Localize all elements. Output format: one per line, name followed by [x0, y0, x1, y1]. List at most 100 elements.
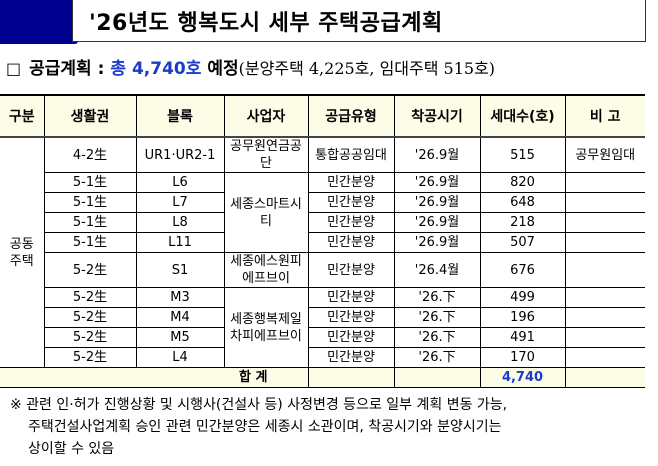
operator-cell: 세종스마트시티 [223, 172, 309, 253]
footnote: ※ 관련 인·허가 진행상황 및 시행사(건설사 등) 사정변경 등으로 일부 … [10, 394, 655, 460]
category-cell: 공동주택 [0, 136, 45, 368]
units-cell: 170 [479, 347, 566, 368]
footnote-line: 상이할 수 있음 [28, 441, 115, 457]
start-cell: '26.9월 [393, 172, 481, 193]
type-cell: 민간분양 [307, 172, 395, 193]
note-cell [564, 307, 645, 328]
block-cell: M5 [135, 327, 225, 348]
title-box: '26년도 행복도시 세부 주택공급계획 [72, 0, 646, 42]
note-cell: 공무원임대 [564, 136, 645, 173]
note-cell [564, 192, 645, 213]
note-cell [564, 232, 645, 253]
total-label: 합 계 [0, 367, 309, 388]
type-cell: 민간분양 [307, 192, 395, 213]
header-operator: 사업자 [223, 94, 308, 138]
block-cell: M4 [135, 307, 225, 328]
start-cell: '26.下 [393, 287, 481, 308]
supply-summary: □ 공급계획 : 총 4,740호 예정 (분양주택 4,225호, 임대주택 … [6, 54, 495, 79]
start-cell: '26.下 [393, 327, 481, 348]
block-cell: L6 [135, 172, 225, 193]
start-cell: '26.9월 [393, 232, 481, 253]
table-row: 5-1生 L7 민간분양 '26.9월 648 [0, 192, 645, 213]
block-cell: S1 [135, 252, 225, 288]
area-cell: 5-2生 [44, 252, 137, 288]
start-cell: '26.下 [393, 347, 481, 368]
units-cell: 507 [479, 232, 566, 253]
area-cell: 5-1生 [44, 172, 137, 193]
block-cell: M3 [135, 287, 225, 308]
area-cell: 5-1生 [44, 232, 137, 253]
table-row: 5-1生 L11 민간분양 '26.9월 507 [0, 232, 645, 253]
header-category: 구분 [0, 94, 44, 138]
table-row: 5-2生 L4 민간분양 '26.下 170 [0, 347, 645, 368]
start-cell: '26.9월 [393, 192, 481, 213]
operator-cell: 세종에스원피에프브이 [223, 252, 309, 288]
header-area: 생활권 [43, 94, 136, 138]
table-row: 공동주택 4-2生 UR1·UR2-1 공무원연금공단 통합공공임대 '26.9… [0, 136, 645, 368]
table-row: 5-2生 M3 세종행복제일차피에프브이 민간분양 '26.下 499 [0, 287, 645, 368]
block-cell: UR1·UR2-1 [135, 136, 225, 173]
area-cell: 5-2生 [44, 327, 137, 348]
header-type: 공급유형 [307, 94, 394, 138]
block-cell: L4 [135, 347, 225, 368]
type-cell: 민간분양 [307, 307, 395, 328]
type-cell: 민간분양 [307, 327, 395, 348]
type-cell: 민간분양 [307, 212, 395, 233]
header-block: 블록 [135, 94, 224, 138]
total-row: 합 계 4,740 [0, 367, 645, 388]
units-cell: 491 [479, 327, 566, 348]
area-cell: 5-1生 [44, 212, 137, 233]
start-cell: '26.9월 [393, 136, 481, 173]
total-empty-cell [307, 367, 395, 388]
type-cell: 민간분양 [307, 232, 395, 253]
summary-label: 공급계획 : [29, 59, 105, 79]
area-cell: 4-2生 [43, 136, 137, 173]
note-cell [564, 172, 645, 193]
note-cell [564, 212, 645, 233]
block-cell: L8 [135, 212, 225, 233]
table-row: 5-2生 S1 세종에스원피에프브이 민간분양 '26.4월 676 [0, 252, 645, 288]
header-start: 착공시기 [393, 94, 480, 138]
note-cell [564, 347, 645, 368]
page-title: '26년도 행복도시 세부 주택공급계획 [89, 10, 443, 36]
header-accent-block [0, 0, 78, 44]
summary-planned: 예정 [207, 59, 239, 79]
units-cell: 196 [479, 307, 566, 328]
note-cell [564, 252, 645, 288]
total-empty-cell [393, 367, 481, 388]
table-header-row: 구분 생활권 블록 사업자 공급유형 착공시기 세대수(호) 비 고 [0, 94, 645, 138]
table-row: 5-1生 L6 세종스마트시티 민간분양 '26.9월 820 [0, 172, 645, 253]
type-cell: 민간분양 [307, 252, 395, 288]
block-cell: L11 [135, 232, 225, 253]
start-cell: '26.下 [393, 307, 481, 328]
start-cell: '26.9월 [393, 212, 481, 233]
summary-detail: (분양주택 4,225호, 임대주택 515호) [238, 59, 496, 78]
units-cell: 218 [479, 212, 566, 233]
block-cell: L7 [135, 192, 225, 213]
note-cell [564, 327, 645, 348]
operator-cell: 공무원연금공단 [223, 136, 309, 173]
header-note: 비 고 [564, 94, 645, 138]
total-units: 4,740 [479, 367, 566, 388]
table-row: 5-2生 M5 민간분양 '26.下 491 [0, 327, 645, 348]
area-cell: 5-1生 [44, 192, 137, 213]
footnote-line: ※ 관련 인·허가 진행상황 및 시행사(건설사 등) 사정변경 등으로 일부 … [10, 397, 508, 413]
units-cell: 515 [479, 136, 566, 173]
type-cell: 민간분양 [307, 287, 395, 308]
operator-cell: 세종행복제일차피에프브이 [223, 287, 309, 368]
table-row: 5-1生 L8 민간분양 '26.9월 218 [0, 212, 645, 233]
area-cell: 5-2生 [44, 307, 137, 328]
housing-supply-table: 구분 생활권 블록 사업자 공급유형 착공시기 세대수(호) 비 고 공동주택 … [0, 94, 645, 388]
units-cell: 648 [479, 192, 566, 213]
type-cell: 통합공공임대 [307, 136, 395, 173]
header-units: 세대수(호) [479, 94, 565, 138]
checkbox-bullet-icon: □ [6, 59, 22, 78]
type-cell: 민간분양 [307, 347, 395, 368]
area-cell: 5-2生 [44, 347, 137, 368]
table-row: 5-2生 M4 민간분양 '26.下 196 [0, 307, 645, 328]
summary-total: 총 4,740호 [110, 59, 202, 79]
units-cell: 820 [479, 172, 566, 193]
note-cell [564, 287, 645, 308]
total-empty-cell [564, 367, 645, 388]
units-cell: 499 [479, 287, 566, 308]
